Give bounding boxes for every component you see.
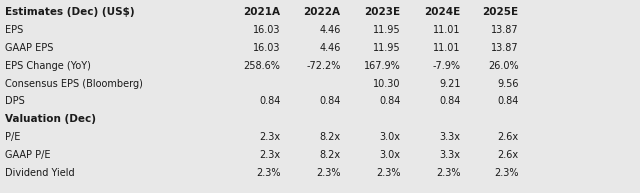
Text: 2.6x: 2.6x [497, 150, 518, 160]
Text: 0.84: 0.84 [440, 96, 461, 107]
Text: 16.03: 16.03 [253, 43, 280, 53]
Text: 13.87: 13.87 [491, 43, 518, 53]
Text: 0.84: 0.84 [319, 96, 340, 107]
Text: 3.0x: 3.0x [380, 132, 401, 142]
Text: 2.3x: 2.3x [259, 132, 280, 142]
Text: 8.2x: 8.2x [319, 150, 340, 160]
Text: 2025E: 2025E [483, 7, 518, 17]
Text: DPS: DPS [5, 96, 25, 107]
Text: 11.95: 11.95 [373, 25, 401, 35]
Text: 9.56: 9.56 [497, 79, 518, 89]
Text: 0.84: 0.84 [259, 96, 280, 107]
Text: Estimates (Dec) (US$): Estimates (Dec) (US$) [5, 7, 135, 17]
Text: Valuation (Dec): Valuation (Dec) [5, 114, 96, 124]
Text: 11.01: 11.01 [433, 25, 461, 35]
Text: 2.3%: 2.3% [256, 168, 280, 178]
Text: 8.2x: 8.2x [319, 132, 340, 142]
Text: 11.01: 11.01 [433, 43, 461, 53]
Text: 2.3%: 2.3% [436, 168, 461, 178]
Text: 2.6x: 2.6x [497, 132, 518, 142]
Text: 10.30: 10.30 [373, 79, 401, 89]
Text: 167.9%: 167.9% [364, 61, 401, 71]
Text: 2021A: 2021A [243, 7, 280, 17]
Text: -72.2%: -72.2% [306, 61, 340, 71]
Text: 2024E: 2024E [424, 7, 461, 17]
Text: 2023E: 2023E [365, 7, 401, 17]
Text: Dividend Yield: Dividend Yield [5, 168, 75, 178]
Text: 2.3%: 2.3% [376, 168, 401, 178]
Text: 16.03: 16.03 [253, 25, 280, 35]
Text: 0.84: 0.84 [497, 96, 518, 107]
Text: P/E: P/E [5, 132, 20, 142]
Text: 2.3%: 2.3% [316, 168, 340, 178]
Text: 11.95: 11.95 [373, 43, 401, 53]
Text: -7.9%: -7.9% [433, 61, 461, 71]
Text: 0.84: 0.84 [380, 96, 401, 107]
Text: 2.3x: 2.3x [259, 150, 280, 160]
Text: 9.21: 9.21 [439, 79, 461, 89]
Text: EPS: EPS [5, 25, 24, 35]
Text: GAAP P/E: GAAP P/E [5, 150, 51, 160]
Text: EPS Change (YoY): EPS Change (YoY) [5, 61, 91, 71]
Text: 258.6%: 258.6% [243, 61, 280, 71]
Text: 4.46: 4.46 [319, 43, 340, 53]
Text: 2022A: 2022A [303, 7, 340, 17]
Text: Consensus EPS (Bloomberg): Consensus EPS (Bloomberg) [5, 79, 143, 89]
Text: 26.0%: 26.0% [488, 61, 518, 71]
Text: GAAP EPS: GAAP EPS [5, 43, 54, 53]
Text: 13.87: 13.87 [491, 25, 518, 35]
Text: 3.3x: 3.3x [440, 132, 461, 142]
Text: 4.46: 4.46 [319, 25, 340, 35]
Text: 3.3x: 3.3x [440, 150, 461, 160]
Text: 2.3%: 2.3% [494, 168, 518, 178]
Text: 3.0x: 3.0x [380, 150, 401, 160]
